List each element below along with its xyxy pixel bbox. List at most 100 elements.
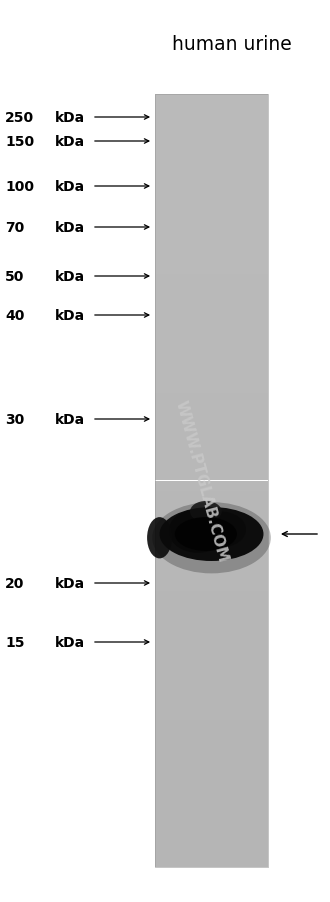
Ellipse shape <box>147 518 172 558</box>
Ellipse shape <box>169 510 227 553</box>
Bar <box>155 697 268 700</box>
Bar <box>155 265 268 267</box>
Bar <box>155 249 268 252</box>
Bar <box>155 300 268 303</box>
Bar <box>155 308 268 311</box>
Bar <box>155 363 268 365</box>
Bar <box>155 447 268 450</box>
Bar <box>155 787 268 790</box>
Bar <box>155 610 268 612</box>
Bar <box>155 110 268 113</box>
Bar <box>155 528 268 529</box>
Bar <box>155 175 268 178</box>
Ellipse shape <box>159 508 263 561</box>
Bar <box>155 777 268 779</box>
Bar <box>155 329 268 332</box>
Bar <box>155 224 268 226</box>
Bar <box>155 321 268 324</box>
Bar <box>155 242 268 244</box>
Bar <box>155 566 268 568</box>
Bar <box>155 669 268 671</box>
Bar <box>155 146 268 149</box>
Bar <box>155 350 268 353</box>
Bar <box>155 640 268 643</box>
Bar <box>155 525 268 528</box>
Bar <box>155 792 268 795</box>
Bar <box>155 164 268 167</box>
Bar <box>155 278 268 281</box>
Bar <box>155 718 268 721</box>
Bar <box>155 594 268 597</box>
Bar <box>155 179 268 182</box>
Bar <box>155 404 268 406</box>
Bar <box>155 95 268 97</box>
Bar <box>155 529 268 532</box>
Bar <box>155 483 268 486</box>
Bar <box>155 471 268 474</box>
Text: 40: 40 <box>5 308 24 323</box>
Bar <box>155 203 268 206</box>
Bar <box>155 785 268 787</box>
Bar <box>155 107 268 110</box>
Bar <box>155 97 268 100</box>
Bar <box>155 723 268 725</box>
Bar <box>155 651 268 653</box>
Bar <box>155 133 268 136</box>
Bar <box>155 299 268 300</box>
Text: kDa: kDa <box>55 576 85 590</box>
Bar <box>155 143 268 146</box>
Bar <box>155 761 268 764</box>
Bar <box>155 489 268 492</box>
Bar <box>155 582 268 584</box>
Text: kDa: kDa <box>55 111 85 124</box>
Bar <box>155 649 268 651</box>
Bar <box>155 831 268 833</box>
Bar <box>155 739 268 741</box>
Bar <box>155 615 268 617</box>
Bar <box>155 731 268 733</box>
Bar <box>155 188 268 190</box>
Bar <box>155 417 268 419</box>
Bar <box>155 424 268 427</box>
Ellipse shape <box>190 502 222 522</box>
Bar <box>155 775 268 777</box>
Text: 20: 20 <box>5 576 24 590</box>
Bar <box>155 100 268 103</box>
Bar <box>155 492 268 493</box>
Bar <box>155 854 268 857</box>
Bar <box>155 710 268 713</box>
Bar <box>155 118 268 121</box>
Bar <box>155 139 268 142</box>
Bar <box>155 828 268 831</box>
Bar <box>155 481 268 483</box>
Bar <box>155 728 268 731</box>
Bar <box>155 160 268 161</box>
Bar <box>155 517 268 520</box>
Bar <box>155 414 268 417</box>
Bar <box>155 458 268 460</box>
Bar <box>155 460 268 463</box>
Bar <box>155 707 268 710</box>
Bar <box>155 131 268 133</box>
Bar <box>155 381 268 383</box>
Bar <box>155 182 268 185</box>
Bar <box>155 206 268 208</box>
Bar <box>155 239 268 242</box>
Bar <box>155 429 268 432</box>
Bar <box>155 860 268 862</box>
Bar <box>155 440 268 442</box>
Bar <box>155 193 268 195</box>
Bar <box>155 396 268 399</box>
Bar <box>155 314 268 317</box>
Bar <box>155 764 268 767</box>
Bar <box>155 247 268 249</box>
Bar <box>155 584 268 586</box>
Text: 150: 150 <box>5 135 34 149</box>
Text: kDa: kDa <box>55 135 85 149</box>
Bar <box>155 810 268 813</box>
Bar <box>155 622 268 625</box>
Bar <box>155 285 268 288</box>
Bar <box>155 620 268 622</box>
Bar <box>155 435 268 437</box>
Bar <box>155 664 268 667</box>
